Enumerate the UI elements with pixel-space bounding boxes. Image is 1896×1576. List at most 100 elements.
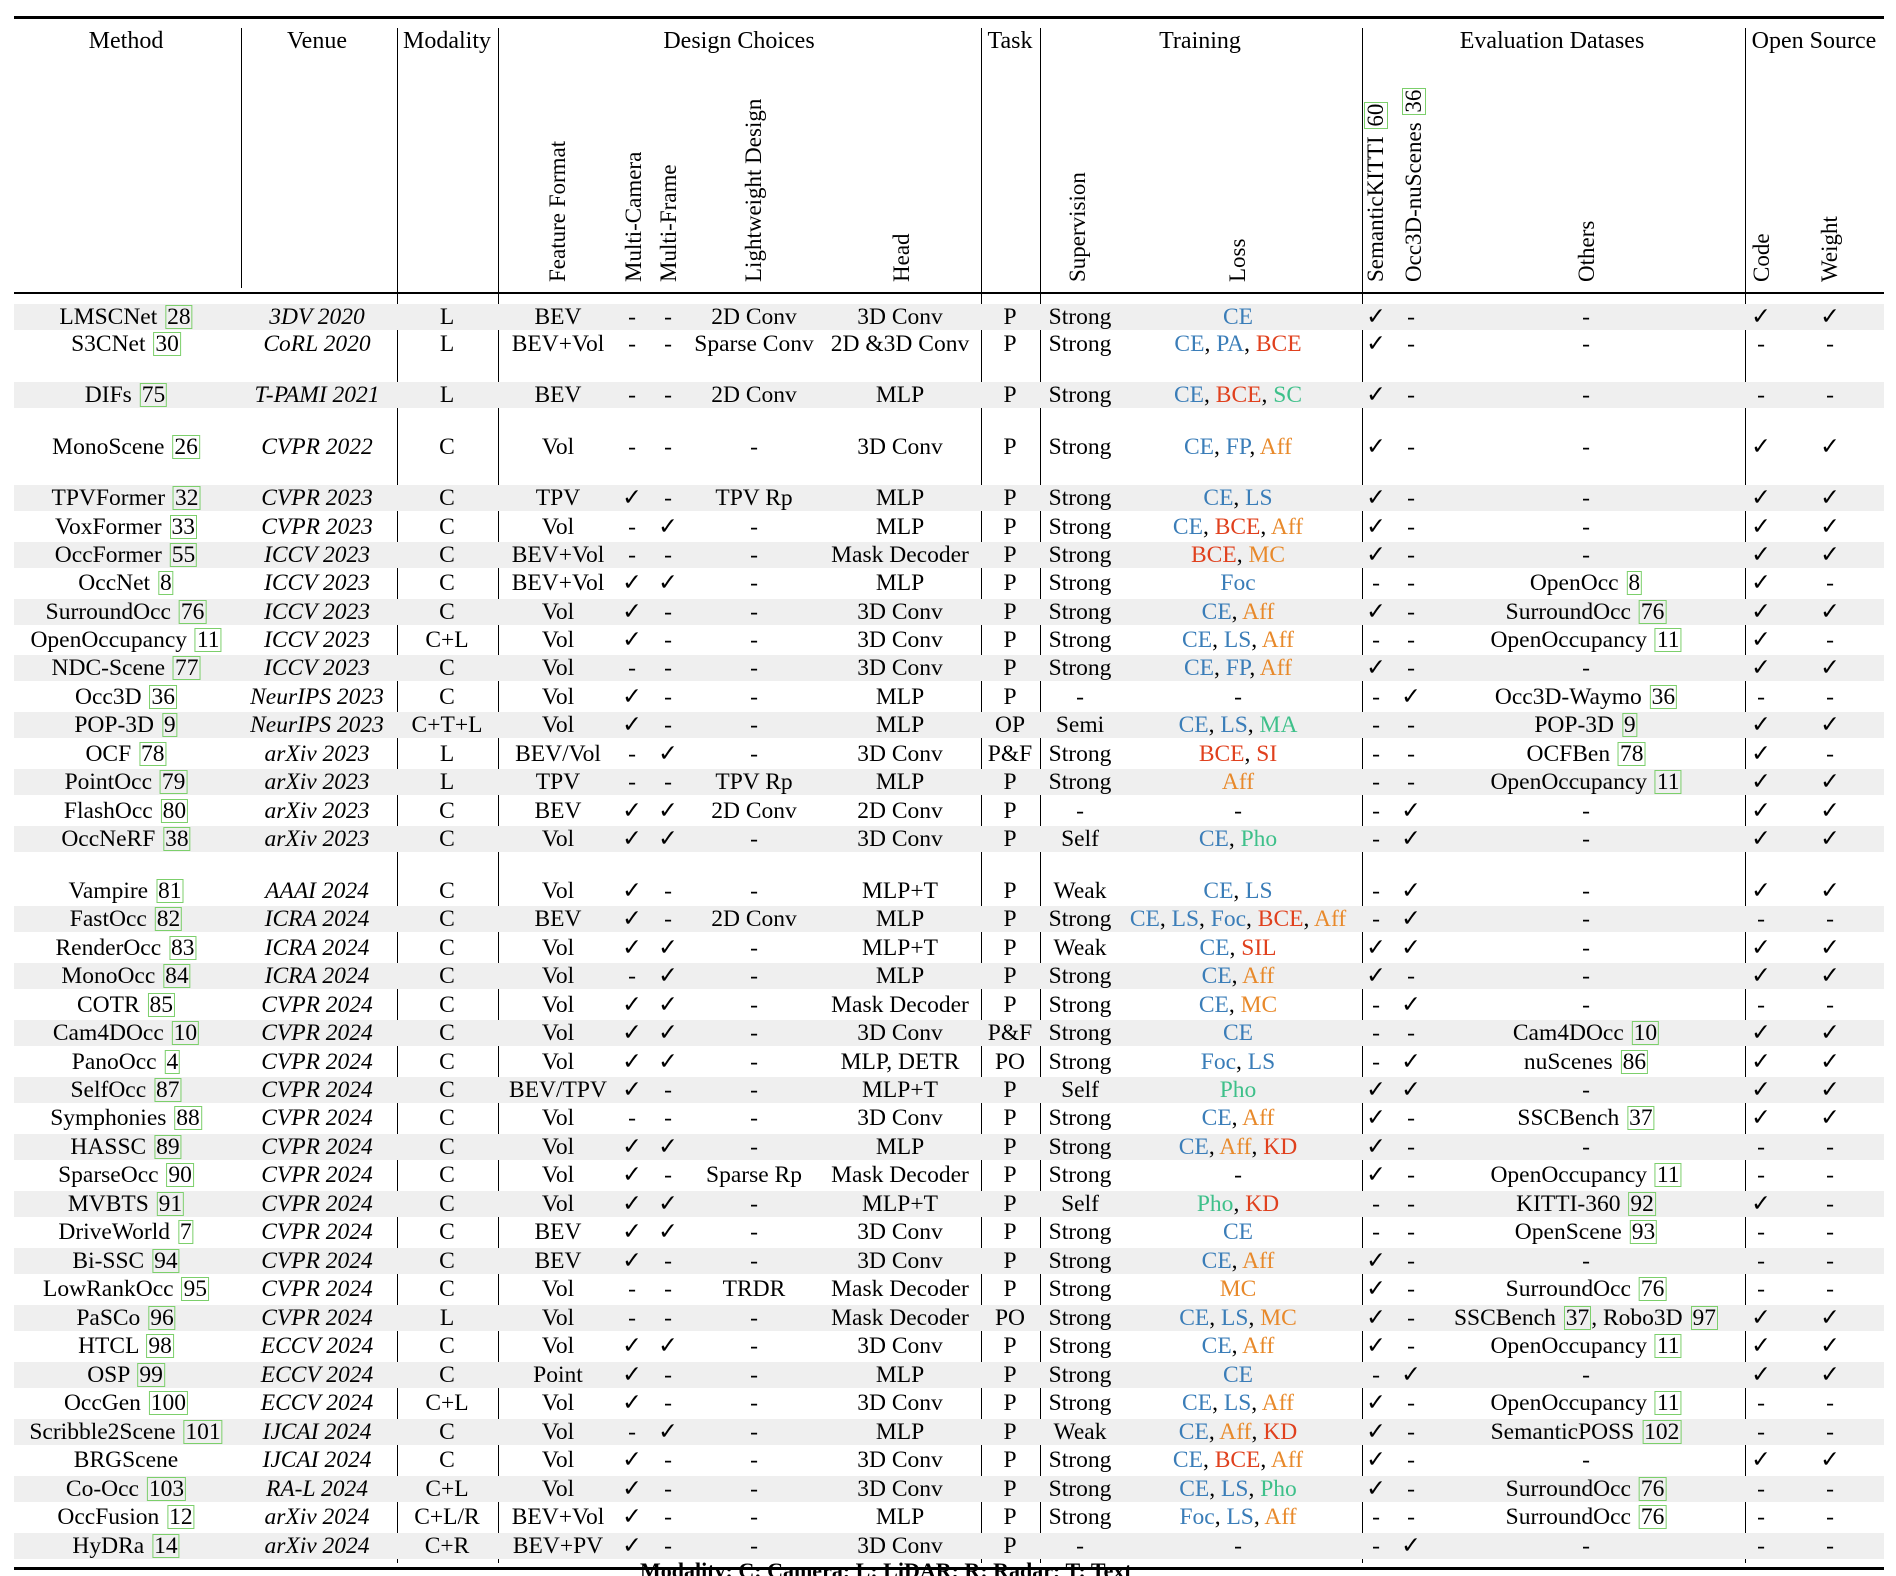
method-ref[interactable]: 85 (147, 992, 176, 1018)
method-ref[interactable]: 26 (172, 434, 200, 460)
dataset-ref[interactable]: 11 (1654, 1162, 1682, 1188)
ref-occ3d[interactable]: 36 (1401, 87, 1426, 115)
method-ref[interactable]: 84 (163, 963, 191, 989)
dataset-ref[interactable]: 37 (1563, 1305, 1592, 1331)
modality-cell: C (439, 1134, 455, 1160)
dataset-ref[interactable]: 9 (1621, 712, 1638, 738)
method-ref[interactable]: 87 (154, 1077, 182, 1103)
dataset-ref[interactable]: 76 (1638, 1276, 1667, 1302)
loss-term: CE (1174, 331, 1205, 357)
dataset-ref[interactable]: 78 (1617, 741, 1646, 767)
method-ref[interactable]: 76 (178, 599, 207, 625)
loss-term: MC (1248, 542, 1286, 568)
others-cell: - (1582, 541, 1590, 569)
ref-semantickitti[interactable]: 60 (1363, 101, 1388, 129)
dataset-ref[interactable]: 76 (1638, 1476, 1667, 1502)
method-ref[interactable]: 4 (164, 1049, 181, 1075)
venue-cell: ICRA 2024 (265, 962, 370, 990)
lightweight-design-cell: Sparse Rp (706, 1162, 802, 1188)
loss-term: CE (1201, 1248, 1232, 1274)
method-ref[interactable]: 33 (169, 514, 197, 540)
modality-cell: C (439, 1105, 455, 1131)
method-ref[interactable]: 83 (169, 935, 197, 961)
method-ref[interactable]: 10 (171, 1020, 200, 1046)
method-ref[interactable]: 78 (139, 741, 167, 767)
method-ref[interactable]: 101 (183, 1419, 223, 1445)
method-ref[interactable]: 99 (137, 1362, 165, 1388)
loss-term: SIL (1241, 935, 1277, 961)
method-ref[interactable]: 7 (177, 1219, 194, 1245)
loss-term: Pho (1240, 826, 1278, 852)
semantickitti-cell: ✓ (1366, 1305, 1386, 1331)
loss-cell: CE (1223, 303, 1253, 331)
others-cell: SSCBench 37, Robo3D 97 (1453, 1305, 1719, 1331)
method-ref[interactable]: 79 (159, 769, 188, 795)
row-stripe (14, 712, 1884, 738)
method-ref[interactable]: 32 (172, 485, 201, 511)
method-cell: OccFusion 12 (57, 1503, 195, 1531)
task-cell: P&F (987, 741, 1033, 767)
method-ref[interactable]: 14 (152, 1533, 180, 1559)
method-cell: BRGScene (74, 1446, 178, 1474)
dataset-ref[interactable]: 97 (1690, 1305, 1719, 1331)
method-ref[interactable]: 77 (172, 655, 201, 681)
dataset-ref[interactable]: 11 (1654, 769, 1682, 795)
method-ref[interactable]: 95 (181, 1276, 209, 1302)
dataset-ref[interactable]: 11 (1654, 1333, 1682, 1359)
feature-format-cell: Vol (541, 712, 575, 738)
method-name: LowRankOcc (43, 1276, 174, 1302)
method-ref[interactable]: 11 (194, 627, 222, 653)
lightweight-design-cell: TPV Rp (715, 769, 793, 795)
method-name: SparseOcc (58, 1162, 159, 1188)
method-ref[interactable]: 82 (154, 906, 183, 932)
dataset-ref[interactable]: 92 (1628, 1191, 1656, 1217)
multi-frame-cell: - (664, 1248, 672, 1274)
method-ref[interactable]: 90 (166, 1162, 194, 1188)
method-ref[interactable]: 9 (161, 712, 178, 738)
dataset-ref[interactable]: 76 (1638, 599, 1667, 625)
method-ref[interactable]: 96 (148, 1305, 176, 1331)
dataset-ref[interactable]: 93 (1629, 1219, 1658, 1245)
method-ref[interactable]: 91 (156, 1191, 185, 1217)
lightweight-design-cell: - (750, 712, 758, 738)
supervision-cell: Semi (1055, 712, 1105, 738)
code-cell: - (1757, 382, 1765, 408)
method-ref[interactable]: 75 (139, 382, 168, 408)
method-ref[interactable]: 89 (154, 1134, 182, 1160)
dataset-ref[interactable]: 86 (1620, 1049, 1649, 1075)
method-ref[interactable]: 100 (148, 1390, 189, 1416)
dataset-ref[interactable]: 11 (1654, 627, 1682, 653)
method-ref[interactable]: 94 (152, 1248, 180, 1274)
method-ref[interactable]: 12 (167, 1504, 195, 1530)
dataset-ref[interactable]: 37 (1627, 1105, 1655, 1131)
occ3d-cell: - (1407, 1191, 1415, 1217)
weight-cell: ✓ (1820, 1077, 1840, 1103)
venue-cell: IJCAI 2024 (263, 1446, 372, 1474)
method-ref[interactable]: 38 (163, 826, 191, 852)
loss-cell: BCE, MC (1190, 542, 1286, 568)
method-ref[interactable]: 88 (174, 1105, 202, 1131)
dataset-ref[interactable]: 8 (1626, 570, 1643, 596)
multi-camera-cell: ✓ (622, 1248, 642, 1274)
loss-cell: CE, LS (1203, 878, 1273, 904)
method-ref[interactable]: 28 (165, 304, 193, 330)
dataset-ref[interactable]: 10 (1631, 1020, 1660, 1046)
occ3d-cell: - (1407, 1276, 1415, 1302)
dataset-ref[interactable]: 102 (1642, 1419, 1682, 1445)
method-ref[interactable]: 80 (160, 798, 189, 824)
method-ref[interactable]: 98 (146, 1333, 174, 1359)
method-ref[interactable]: 30 (153, 331, 181, 357)
method-ref[interactable]: 8 (157, 570, 174, 596)
method-ref[interactable]: 36 (149, 684, 177, 710)
dataset-ref[interactable]: 36 (1649, 684, 1678, 710)
dataset-ref[interactable]: 76 (1638, 1504, 1667, 1530)
dataset-ref[interactable]: 11 (1654, 1390, 1682, 1416)
loss-term: Aff (1313, 906, 1347, 932)
method-ref[interactable]: 55 (169, 542, 198, 568)
dataset-name: OpenOccupancy (1490, 627, 1648, 653)
code-cell: ✓ (1751, 769, 1771, 795)
method-ref[interactable]: 103 (146, 1476, 187, 1502)
dataset-name: SemanticPOSS (1490, 1419, 1635, 1445)
method-ref[interactable]: 81 (156, 878, 184, 904)
task-cell: P (1003, 304, 1017, 330)
